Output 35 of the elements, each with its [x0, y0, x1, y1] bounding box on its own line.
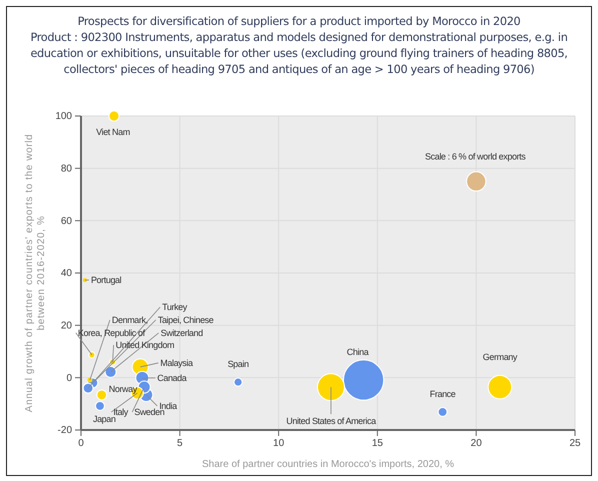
annotation: Canada	[157, 372, 187, 383]
chart-title: Prospects for diversification of suppliers for a product imported by Morocco in 2020	[76, 14, 522, 30]
y-tick-label: 0	[66, 372, 72, 384]
x-tick-label: 10	[273, 438, 285, 450]
x-tick-label: 20	[470, 438, 482, 450]
annotation: Scale : 6 % of world exports	[425, 151, 526, 162]
annotation: Switzerland	[160, 328, 204, 338]
x-tick-label: 25	[569, 438, 581, 450]
x-tick-label: 15	[372, 438, 384, 450]
x-tick-label: 0	[78, 438, 84, 450]
y-tick-label: 20	[60, 320, 72, 332]
y-axis-title: Annual growth of partner countries' exports to the world between 2016-2020, %	[24, 134, 47, 412]
annotation: Spain	[228, 359, 249, 370]
annotation: Turkey	[162, 302, 188, 312]
annotation: Italy	[113, 407, 129, 418]
x-tick-label: 5	[177, 438, 184, 450]
x-axis-title: Share of partner countries in Morocco's imports, 2020, %	[202, 459, 454, 470]
chart-subtitle: Product : 902300 Instruments, apparatus and models designed for demonstrational purposes, e.g. in education or exhibitions, unsuitable for other uses (excluding ground flying trainers of heading 8805, collectors' pieces of heading 9705 and antiques of an age > 100 years of heading 9706)	[29, 30, 569, 78]
annotation: Germany	[482, 352, 518, 362]
y-tick-label: -20	[58, 425, 72, 436]
y-tick-label: 100	[55, 111, 72, 122]
annotation: United Kingdom	[116, 340, 174, 350]
annotation: Japan	[92, 414, 116, 424]
y-tick-label: 60	[60, 216, 72, 227]
y-tick-label: 40	[60, 268, 72, 280]
annotation: Norway	[108, 384, 138, 394]
annotation: France	[430, 388, 456, 399]
y-tick-label: 80	[60, 164, 72, 175]
annotation: Portugal	[90, 275, 122, 286]
annotation: Denmark,	[112, 315, 148, 326]
annotation: Malaysia	[160, 358, 193, 368]
annotation: Taipei, Chinese	[158, 314, 214, 325]
annotation: China	[346, 347, 369, 358]
annotation: Viet Nam	[96, 127, 130, 137]
annotation: United States of America	[286, 416, 376, 426]
